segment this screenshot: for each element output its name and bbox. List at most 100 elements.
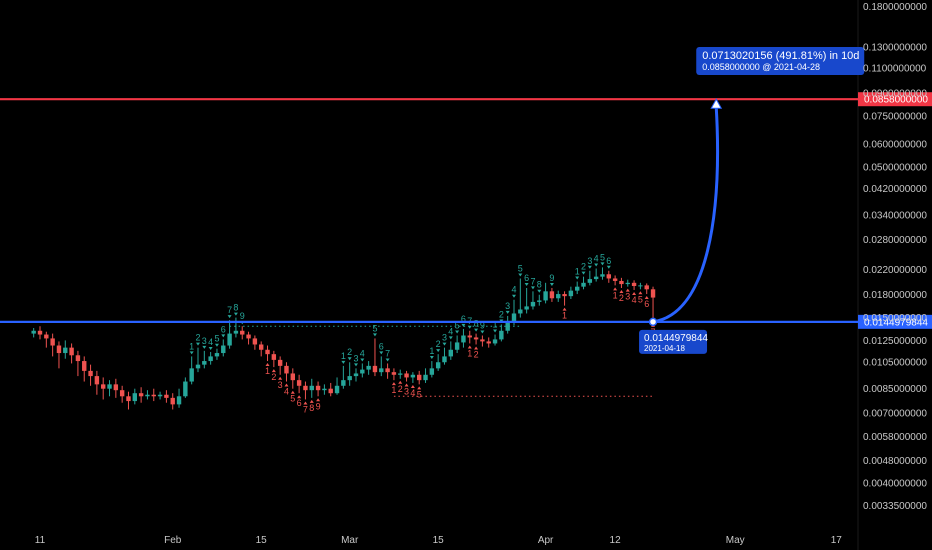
candle [145,390,150,400]
time-tick-label: Apr [538,535,554,546]
candle-body [360,369,365,374]
candle [69,343,74,364]
candle [562,291,567,306]
candle [221,339,226,357]
projection-drawing[interactable]: 0.0713020156 (491.81%) in 10d0.085800000… [639,47,865,354]
signal-marker [341,360,346,364]
price-label-box [858,314,932,329]
signal-label: 6 [524,273,529,283]
candle-body [612,278,618,281]
signal-marker [208,346,213,350]
signal-marker [606,265,611,269]
candle-body [284,365,289,374]
signal-label: 8 [537,280,542,290]
candle-body [587,279,593,283]
candle-body [290,373,295,381]
candle [88,364,93,386]
signal-label: 4 [448,326,453,336]
price-tick-label: 0.0040000000 [863,479,927,490]
signal-label: 3 [587,256,592,266]
signal-label: 7 [303,404,308,414]
signal-label: 4 [208,337,213,347]
signal-marker [347,357,352,361]
candle-body [600,274,605,277]
time-tick-label: Feb [164,535,182,546]
candle-body [56,345,62,354]
signal-label: 7 [227,305,232,315]
candle [612,275,618,286]
signal-marker [549,282,554,286]
candle-body [543,291,548,301]
projection-curve[interactable] [652,107,719,324]
projection-start-point[interactable] [648,317,658,327]
signal-marker [297,395,302,399]
candle-body [410,374,416,378]
signal-label: 8 [309,403,314,413]
candle [606,270,611,283]
signal-label: 8 [474,319,479,329]
signal-label: 5 [214,334,219,344]
candle [334,377,340,395]
candle-body [334,385,340,394]
signal-marker [613,287,618,291]
candle [195,347,201,373]
price-tick-label: 0.0600000000 [863,139,927,150]
candle [644,283,649,295]
candle-body [524,306,529,310]
price-tick-label: 0.1300000000 [863,43,927,54]
projection-callout[interactable]: 0.0713020156 (491.81%) in 10d0.085800000… [696,47,865,75]
candle [208,351,213,365]
signal-label: 3 [505,301,510,311]
candle-body [69,347,74,356]
price-axis[interactable]: 0.1800000000 0.1300000000 0.1100000000 0.09… [863,2,927,512]
signal-label: 1 [575,267,580,277]
candle-body [644,285,649,290]
candle [524,287,529,314]
signal-label: 2 [499,309,504,319]
candle-body [556,294,561,299]
dotted-levels [229,325,654,397]
signal-marker [644,296,649,300]
candle-body [442,356,447,363]
candle-body [164,394,169,398]
price-tick-label: 0.0058000000 [863,432,927,443]
signal-label: 5 [372,323,377,333]
signal-marker [316,398,321,402]
candle [277,356,283,375]
signal-label: 9 [316,401,321,411]
candle [499,324,504,342]
signal-label: 1 [189,341,194,351]
signal-marker [455,330,460,334]
candle [461,328,466,348]
signal-marker [189,351,194,355]
price-tick-label: 0.1100000000 [863,64,927,75]
callout-box [696,47,865,75]
signal-label: 4 [284,387,289,397]
signal-marker [417,386,422,390]
candle-body [372,365,378,373]
signal-label: 7 [530,276,535,286]
signal-label: 4 [594,253,599,263]
time-axis[interactable]: 11 Feb 15 Mar 15 Apr 12 May 17 [35,535,843,546]
signal-label: 2 [195,333,200,343]
signal-marker [632,291,637,295]
candle-body [126,396,131,402]
candle [568,286,574,299]
signal-marker [233,312,238,316]
candle [486,337,491,348]
time-tick-label: 15 [433,535,445,546]
candle-body [44,334,49,339]
candle-body [562,294,567,297]
candle [600,267,605,280]
candle [454,335,460,354]
signal-marker [594,263,599,267]
horizontal-lines[interactable]: 0.0858000000 0.0144979844 [0,92,932,329]
candle-body [549,291,555,299]
candle [44,331,49,348]
signal-marker [354,363,358,367]
signal-label: 1 [265,366,270,376]
candle-body [151,394,156,397]
start-value-text: 0.0144979844 [644,333,708,344]
